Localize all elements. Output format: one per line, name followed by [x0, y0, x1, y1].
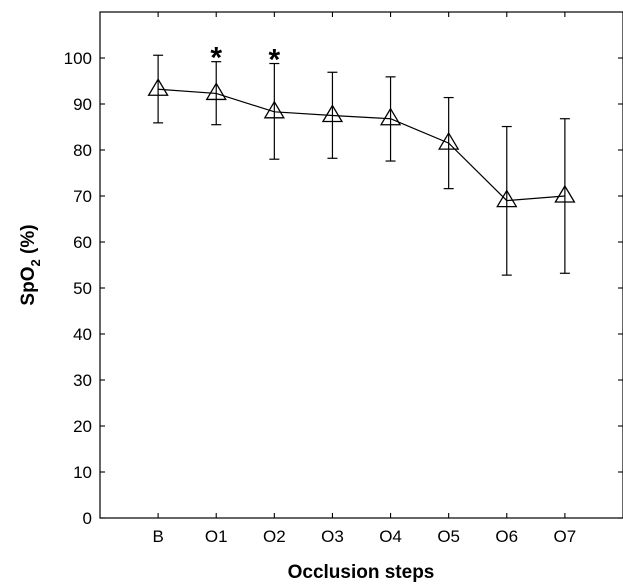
data-point-triangle: [438, 131, 460, 150]
y-tick-label: 10: [73, 463, 92, 482]
x-tick-label: O4: [379, 527, 402, 546]
y-tick-label: 50: [73, 279, 92, 298]
y-tick-label: 0: [83, 509, 92, 528]
error-bars: [153, 54, 570, 276]
y-tick-label: 20: [73, 417, 92, 436]
x-tick-label: O5: [437, 527, 460, 546]
y-tick-label: 80: [73, 141, 92, 160]
axis-ticks: [100, 12, 623, 519]
svg-text:SpO2 (%): SpO2 (%): [18, 224, 43, 305]
x-tick-label: B: [152, 527, 163, 546]
data-point-triangle: [205, 82, 227, 101]
data-markers: [147, 78, 576, 208]
data-point-triangle: [554, 184, 576, 203]
y-axis-label-main: SpO: [18, 267, 39, 306]
x-tick-label: O3: [321, 527, 344, 546]
data-point-triangle: [147, 78, 169, 96]
y-tick-label: 40: [73, 325, 92, 344]
y-tick-label: 60: [73, 233, 92, 252]
x-tick-label: O1: [205, 527, 228, 546]
x-tick-label: O2: [263, 527, 286, 546]
y-axis-label-subscript: 2: [28, 259, 43, 266]
significance-markers: * *: [210, 42, 280, 77]
y-tick-label: 70: [73, 187, 92, 206]
data-point-triangle: [321, 104, 344, 123]
tick-labels: 0 10 20 30 40 50 60 70 80 90 100 B O1 O2 O3 O4 O5 O6 O7: [64, 49, 577, 546]
y-tick-label: 30: [73, 371, 92, 390]
x-tick-label: O7: [554, 527, 577, 546]
y-axis-label-unit: (%): [18, 224, 39, 259]
data-point-triangle: [379, 107, 402, 126]
y-axis-label: SpO2 (%): [18, 224, 43, 305]
y-tick-label: 100: [64, 49, 92, 68]
plot-frame: [99, 11, 623, 519]
data-point-triangle: [263, 100, 285, 119]
data-point-triangle: [496, 189, 518, 208]
significance-star: *: [268, 44, 280, 77]
x-tick-label: O6: [495, 527, 518, 546]
series-line: [158, 88, 565, 202]
significance-star: *: [210, 42, 222, 75]
y-tick-label: 90: [73, 95, 92, 114]
x-axis-label: Occlusion steps: [288, 562, 435, 583]
